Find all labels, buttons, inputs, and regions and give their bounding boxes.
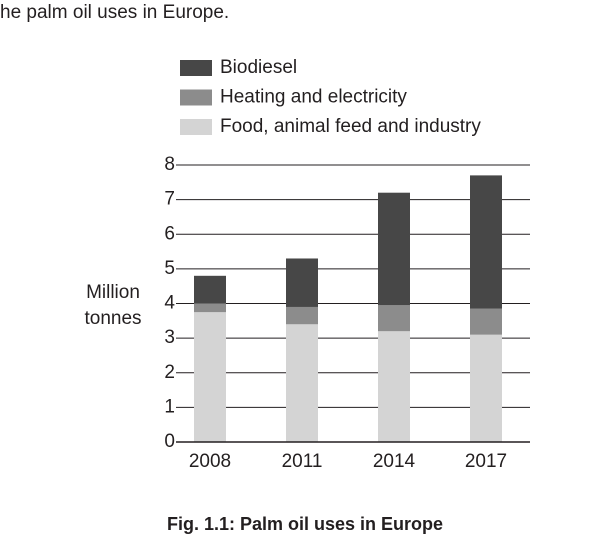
bar-segment xyxy=(286,324,318,442)
x-tick-label: 2014 xyxy=(373,451,416,472)
bar-segment xyxy=(378,192,410,306)
y-axis-label: Million tonnes xyxy=(84,282,142,329)
legend-label: Biodiesel xyxy=(220,57,297,78)
bar-segment xyxy=(470,308,502,335)
y-tick-label: 4 xyxy=(164,293,175,314)
bar-segment xyxy=(194,275,226,304)
y-tick-label: 3 xyxy=(164,327,175,348)
x-tick-label: 2017 xyxy=(465,451,507,472)
bar-segment xyxy=(286,258,318,307)
legend-swatch xyxy=(180,60,212,76)
y-tick-label: 5 xyxy=(164,258,175,279)
bar-segment xyxy=(286,306,318,325)
bar-segment xyxy=(194,312,226,442)
x-tick-label: 2008 xyxy=(189,451,231,472)
y-tick-label: 0 xyxy=(164,431,175,452)
legend-swatch xyxy=(180,119,212,135)
y-tick-label: 7 xyxy=(164,189,175,210)
legend-label: Food, animal feed and industry xyxy=(220,116,481,137)
y-tick-label: 8 xyxy=(164,154,175,175)
y-tick-label: 1 xyxy=(164,396,175,417)
bar-segment xyxy=(378,331,410,442)
caption: Fig. 1.1: Palm oil uses in Europe xyxy=(167,514,443,534)
bar-segment xyxy=(470,334,502,442)
legend-swatch xyxy=(180,89,212,106)
intro-text: he palm oil uses in Europe. xyxy=(0,2,229,23)
legend-label: Heating and electricity xyxy=(220,87,407,108)
y-tick-label: 2 xyxy=(164,362,175,383)
bar-segment xyxy=(378,305,410,332)
bar-segment xyxy=(470,175,502,309)
bar-segment xyxy=(194,303,226,313)
x-tick-label: 2011 xyxy=(282,451,323,472)
y-tick-label: 6 xyxy=(164,223,175,244)
